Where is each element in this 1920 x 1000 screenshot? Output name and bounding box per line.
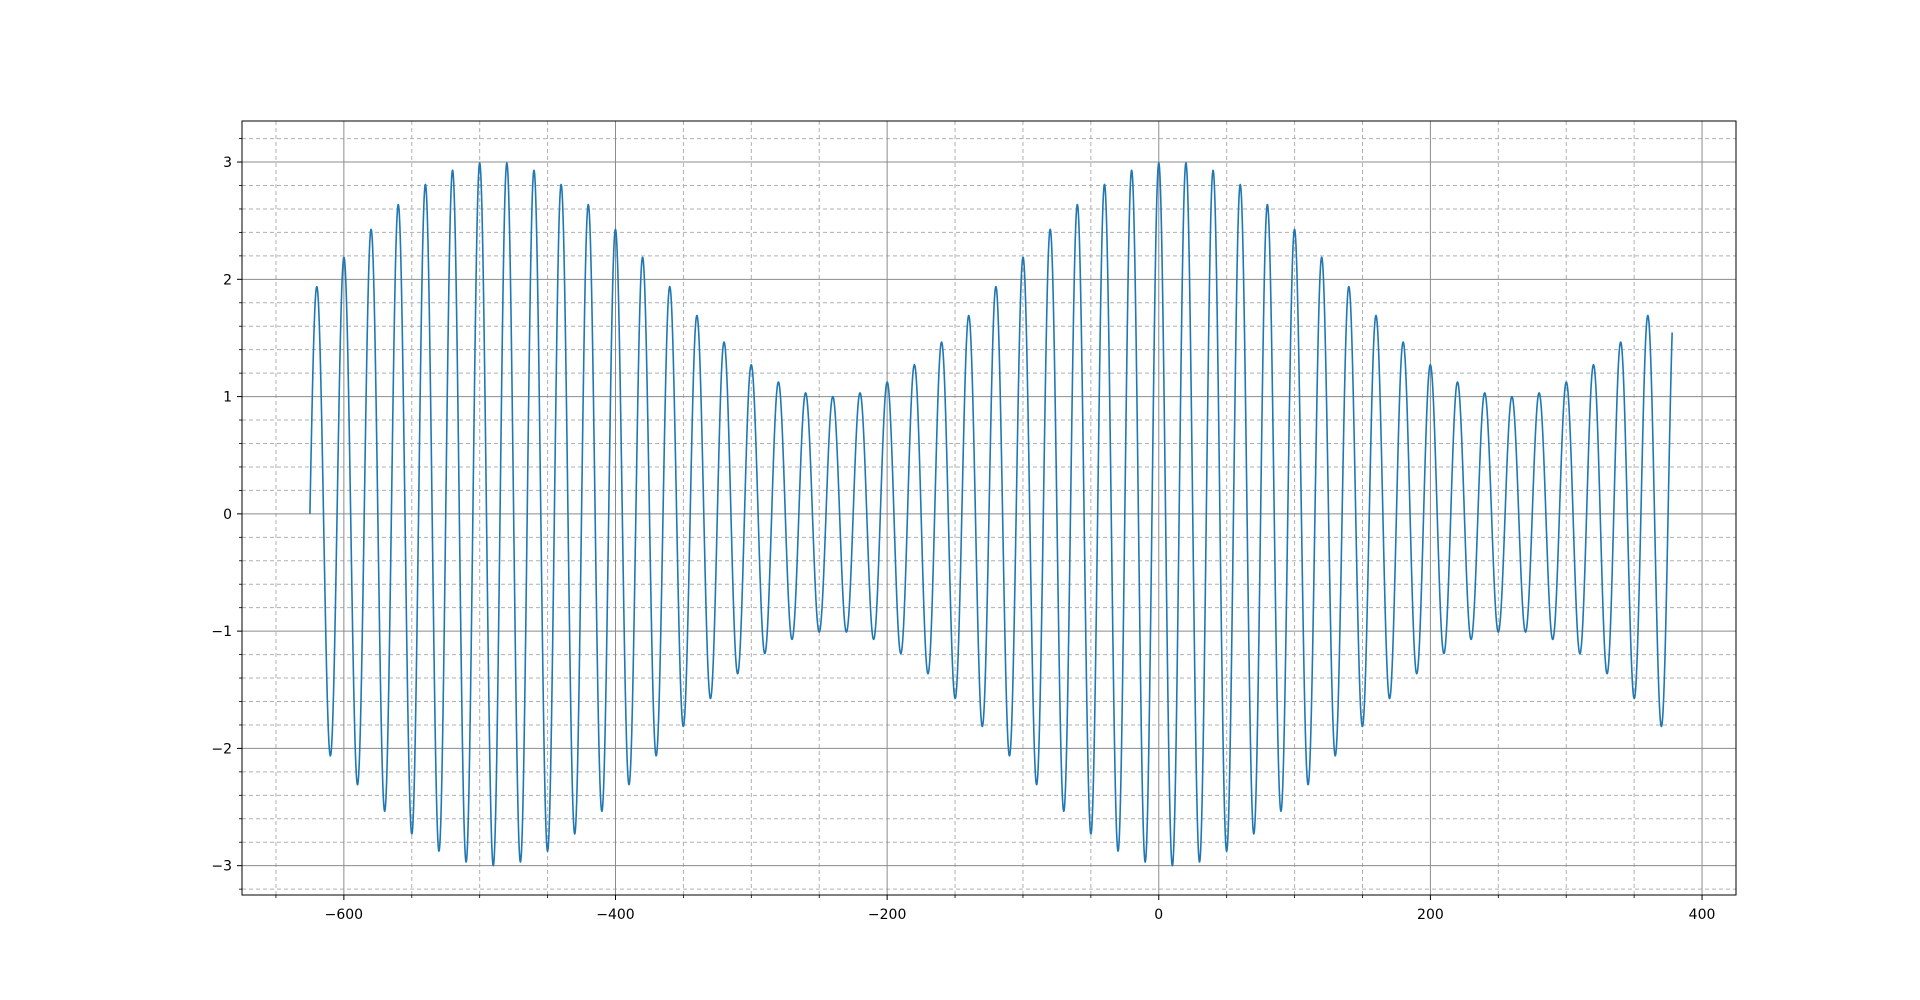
- x-tick-label: −400: [596, 907, 634, 923]
- x-tick-label: 0: [1154, 907, 1163, 923]
- major-grid: [242, 121, 1736, 895]
- x-tick-label: −600: [325, 907, 363, 923]
- x-tick-label: 400: [1689, 907, 1716, 923]
- x-tick-label: 200: [1417, 907, 1444, 923]
- y-tick-label: −1: [211, 624, 232, 640]
- x-tick-label: −200: [868, 907, 906, 923]
- y-tick-label: 1: [223, 390, 232, 406]
- y-tick-label: 0: [223, 507, 232, 523]
- y-tick-label: −2: [211, 741, 232, 757]
- y-tick-label: 3: [223, 155, 232, 171]
- series-line: [309, 162, 1673, 867]
- plot-area: [241, 120, 1737, 896]
- axes-frame: [241, 120, 1737, 896]
- x-axis: −600 −400 −200 0 200 400: [275, 895, 1716, 923]
- y-axis: −3 −2 −1 0 1 2 3: [211, 138, 242, 890]
- y-tick-label: 2: [223, 272, 232, 288]
- y-tick-label: −3: [211, 859, 232, 875]
